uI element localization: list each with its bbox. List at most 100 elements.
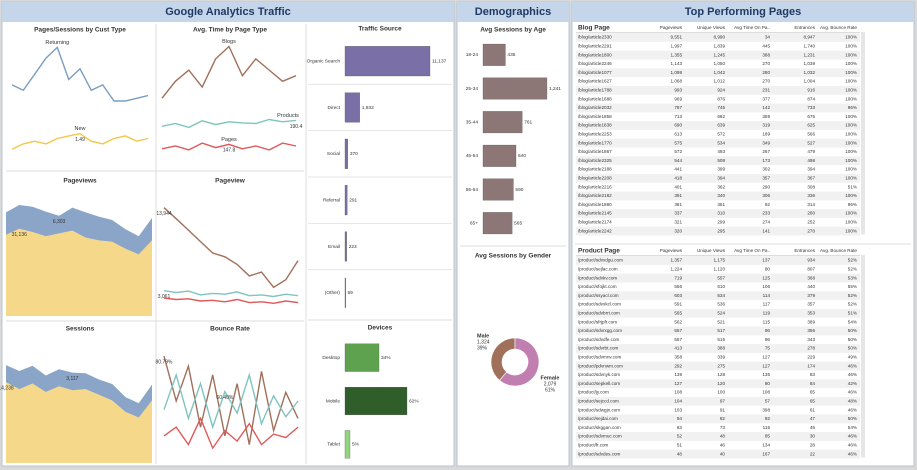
table-cell: 292 (674, 363, 682, 368)
table-cell: 388 (717, 346, 725, 351)
demographics-title: Demographics (475, 6, 551, 18)
table-cell: 100% (845, 52, 857, 57)
chart-title: Pageview (215, 178, 246, 185)
table-cell: 314 (807, 202, 815, 207)
data-label: 1.49 (75, 137, 85, 143)
row-stripe (576, 326, 860, 336)
table-cell: 275 (717, 363, 725, 368)
column-header: Pageviews (660, 248, 683, 253)
chart-title: Pageviews (63, 178, 97, 185)
table-cell: 394 (807, 167, 815, 172)
table-cell: 267 (762, 149, 770, 154)
table-cell: 50% (848, 337, 857, 342)
table-cell: 1,039 (804, 61, 816, 66)
table-cell: 49% (848, 355, 857, 360)
table-cell: 479 (807, 149, 815, 154)
table-cell: 97 (720, 399, 726, 404)
table-cell: 100% (845, 114, 857, 119)
table-cell: 874 (807, 96, 815, 101)
table-cell: 916 (807, 88, 815, 93)
category-label: Direct (327, 105, 340, 111)
scrollbar (861, 32, 865, 235)
table-cell: /product/skggan.com (578, 425, 621, 430)
table-cell: 534 (717, 293, 725, 298)
table-cell: 278 (807, 346, 815, 351)
data-label: 370 (350, 151, 358, 157)
table-cell: 141 (762, 228, 770, 233)
table-cell: 362 (717, 184, 725, 189)
table-cell: /product/sdvnyk.com (578, 372, 620, 377)
table-cell: 57 (765, 399, 771, 404)
table-cell: /product/sfojkt.com (578, 284, 617, 289)
line (161, 45, 297, 99)
table-cell: 394 (717, 176, 725, 181)
area (6, 205, 152, 255)
table-cell: 50% (848, 416, 857, 421)
chart-title: Pages/Sessions by Cust Type (34, 27, 126, 34)
table-cell: /blog/article2325 (578, 158, 612, 163)
table-cell: 993 (674, 88, 682, 93)
table-cell: 100% (845, 132, 857, 137)
row-stripe (576, 121, 860, 130)
data-label: 223 (349, 244, 357, 250)
table-cell: 137 (762, 258, 770, 263)
table-cell: /blog/article1867 (578, 149, 612, 154)
table-cell: 339 (717, 355, 725, 360)
table-cell: 391 (674, 193, 682, 198)
data-label: 291 (349, 197, 357, 203)
category-label: 55-64 (466, 187, 479, 193)
table-cell: 115 (763, 425, 771, 430)
series-label: Blogs (222, 39, 236, 45)
table-cell: 308 (807, 184, 815, 189)
table-cell: 1,355 (671, 52, 683, 57)
table-cell: 398 (762, 407, 770, 412)
table-cell: 229 (807, 355, 815, 360)
data-label: 640 (518, 153, 526, 159)
row-stripe (576, 226, 860, 236)
table-cell: 353 (807, 311, 815, 316)
bar (482, 111, 523, 134)
table-cell: /blog/article2208 (578, 176, 612, 181)
table-cell: 876 (717, 96, 725, 101)
category-label: 45-54 (466, 153, 479, 159)
table-cell: 401 (674, 184, 682, 189)
table-cell: 80 (765, 267, 771, 272)
table-cell: /blog/article1688 (578, 96, 612, 101)
demographics-panel (456, 1, 570, 467)
row-stripe (576, 344, 860, 353)
table-cell: 28 (810, 443, 816, 448)
data-label: 60.40% (216, 395, 234, 401)
table-cell: 189 (762, 132, 770, 137)
table-cell: 100% (845, 228, 857, 233)
column-header: Unique Views (697, 25, 726, 30)
table-cell: 42% (848, 381, 857, 386)
category-label: 25-34 (466, 86, 479, 92)
table-cell: /blog/article2188 (578, 167, 612, 172)
table-title: Blog Page (578, 25, 610, 32)
table-cell: 675 (807, 114, 815, 119)
bar (344, 386, 408, 416)
table-cell: /blog/article2032 (578, 105, 612, 110)
table-cell: 128 (717, 372, 725, 377)
row-stripe (576, 68, 860, 78)
table-cell: /product/sdvdfe.com (578, 337, 620, 342)
table-cell: 83 (677, 425, 683, 430)
bar (482, 212, 513, 235)
table-cell: 562 (674, 319, 682, 324)
table-cell: /blog/article2216 (578, 184, 612, 189)
bar (344, 277, 346, 308)
table-cell: /blog/article1880 (578, 202, 612, 207)
line (163, 416, 299, 450)
table-cell: 173 (762, 158, 770, 163)
table-cell: 527 (807, 140, 815, 145)
demographics-header (457, 2, 569, 22)
table-cell: 100% (845, 61, 857, 66)
donut-category: Male (477, 333, 489, 339)
table-cell: 53% (848, 275, 857, 280)
table-cell: 534 (717, 140, 725, 145)
table-cell: 556 (674, 284, 682, 289)
table-cell: 1,032 (804, 70, 816, 75)
data-label: 80.79% (156, 359, 174, 365)
table-cell: 49 (810, 425, 816, 430)
table-cell: 233 (762, 211, 770, 216)
